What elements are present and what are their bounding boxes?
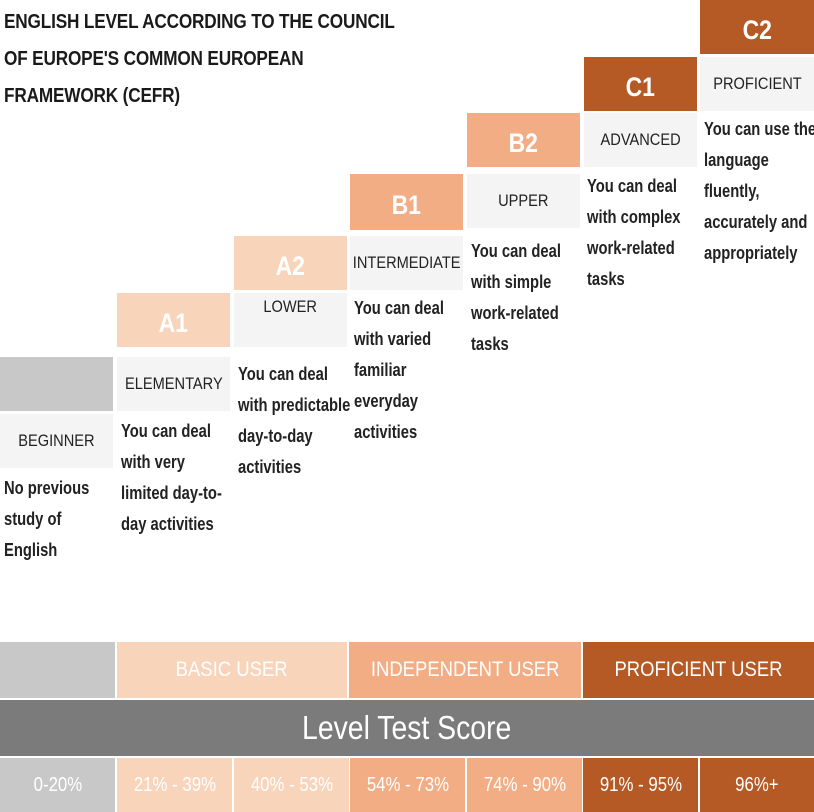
level-label-upper: UPPER	[467, 174, 580, 228]
level-code-a2: A2	[234, 236, 347, 290]
level-description-c1: You can deal with complex work-related t…	[587, 176, 681, 289]
level-code-c1: C1	[584, 57, 697, 111]
level-label-lower: LOWER	[234, 293, 347, 347]
score-cell-beginner: 0-20%	[0, 758, 115, 812]
page-title: ENGLISH LEVEL ACCORDING TO THE COUNCIL O…	[4, 11, 395, 107]
level-label-intermediate: INTERMEDIATE	[350, 236, 463, 290]
band-proficient-user: PROFICIENT USER	[583, 642, 814, 698]
band-independent-user: INDEPENDENT USER	[349, 642, 581, 698]
level-code-text: B2	[508, 127, 539, 158]
level-description-a1: You can deal with very limited day-to-da…	[121, 421, 222, 534]
score-cell-a1: 21% - 39%	[117, 758, 232, 812]
level-code-text: C2	[742, 14, 772, 45]
level-code-a1: A1	[117, 293, 230, 347]
level-code-text: B1	[391, 189, 422, 220]
level-description-a2: You can deal with predictable day-to-day…	[238, 364, 351, 477]
level-label-elementary: ELEMENTARY	[117, 357, 230, 411]
level-label-beginner: BEGINNER	[0, 414, 113, 468]
level-code-text: A2	[275, 250, 306, 281]
score-cell-b1: 54% - 73%	[350, 758, 465, 812]
score-cell-c2: 96%+	[700, 758, 814, 812]
band-none	[0, 642, 115, 698]
level-label-proficient: PROFICIENT	[700, 57, 814, 111]
score-cell-c1: 91% - 95%	[583, 758, 698, 812]
level-description-b1: You can deal with varied familiar everyd…	[354, 298, 444, 442]
score-title-bar: Level Test Score	[0, 700, 814, 756]
level-description-c2: You can use the language fluently, accur…	[704, 119, 814, 263]
score-cell-b2: 74% - 90%	[467, 758, 582, 812]
level-code-c2: C2	[700, 0, 814, 54]
band-basic-user: BASIC USER	[117, 642, 347, 698]
level-description-b2: You can deal with simple work-related ta…	[471, 241, 561, 354]
level-code-text: C1	[625, 71, 656, 102]
level-description-beginner: No previous study of English	[4, 478, 90, 560]
level-code-text: A1	[158, 307, 189, 338]
level-code-b2: B2	[467, 113, 580, 167]
level-code-b1: B1	[350, 174, 463, 230]
score-title: Level Test Score	[302, 709, 512, 746]
level-label-advanced: ADVANCED	[584, 113, 697, 167]
score-cell-a2: 40% - 53%	[234, 758, 349, 812]
level-code-beginner	[0, 357, 113, 411]
